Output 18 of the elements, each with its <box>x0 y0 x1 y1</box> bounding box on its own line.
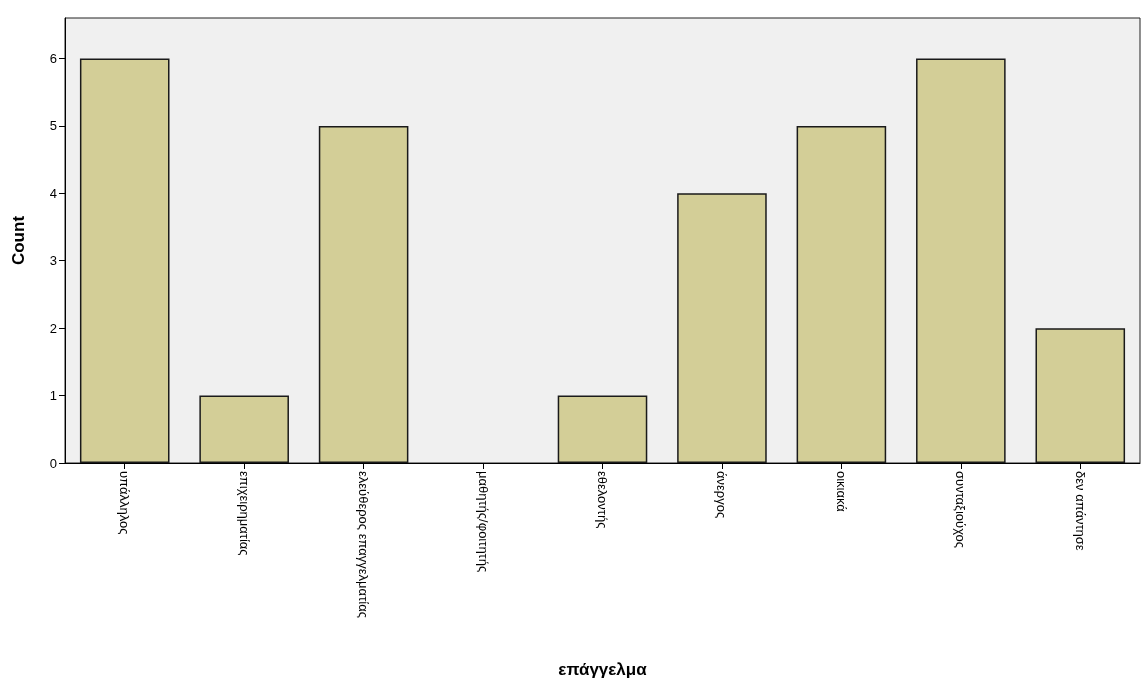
y-tick-label: 2 <box>49 320 57 336</box>
x-tick-label: οικιακά <box>833 471 849 513</box>
y-tick-label: 1 <box>49 388 57 404</box>
y-tick-label: 0 <box>49 455 57 471</box>
y-tick-label: 5 <box>49 118 57 134</box>
x-tick-label: μαθητής/φοιτητής <box>475 471 491 573</box>
x-tick-label: επιχειρηματίας <box>236 471 252 556</box>
x-tick-label: δεν απάντησε <box>1072 471 1088 551</box>
x-tick-label: εθελοντής <box>595 471 610 529</box>
y-axis-title: Count <box>9 215 28 266</box>
y-tick-label: 6 <box>49 50 57 66</box>
x-axis-title: επάγγελμα <box>558 660 648 679</box>
y-tick-label: 3 <box>49 253 57 269</box>
x-tick-label: άνεργος <box>714 471 730 519</box>
x-tick-label: υπάλληλος <box>117 471 133 535</box>
x-tick-label: ελεύθερος επαγγελματίας <box>356 471 372 618</box>
y-tick-label: 4 <box>49 185 57 201</box>
x-tick-label: συνταξιούχος <box>953 471 969 549</box>
